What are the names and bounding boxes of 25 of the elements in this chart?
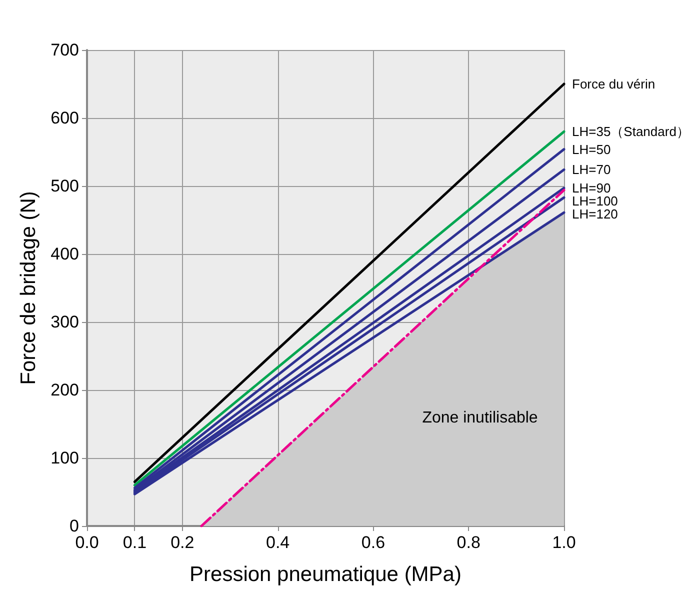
x-axis-title: Pression pneumatique (MPa) — [190, 563, 462, 586]
series-label: LH=100 — [572, 194, 618, 209]
x-tick-label: 0.6 — [361, 533, 386, 552]
x-tick-label: 0.2 — [170, 533, 194, 552]
y-tick-label: 700 — [50, 40, 79, 60]
y-tick-label: 600 — [50, 108, 79, 128]
series-label: LH=70 — [572, 162, 611, 178]
series-label: LH=90 — [572, 180, 611, 196]
x-tick-label: 1.0 — [552, 533, 576, 552]
series-label: LH=120 — [572, 206, 618, 222]
y-axis-title: Force de bridage (N) — [17, 191, 40, 385]
series-label: LH=50 — [572, 142, 611, 157]
y-tick-label: 300 — [50, 312, 79, 332]
series-label: LH=35（Standard） — [572, 124, 690, 140]
annotation: Zone inutilisable — [422, 410, 538, 426]
series-label: Force du vérin — [572, 76, 656, 92]
x-tick-label: 0.4 — [266, 533, 290, 552]
y-tick-label: 200 — [50, 380, 79, 400]
y-tick-label: 500 — [50, 176, 79, 196]
x-tick-label: 0.8 — [456, 533, 480, 552]
x-tick-label: 0.1 — [122, 533, 147, 552]
x-tick-label: 0.0 — [75, 533, 99, 552]
y-tick-label: 0 — [70, 516, 79, 536]
y-tick-label: 400 — [50, 244, 79, 264]
y-tick-label: 100 — [50, 448, 79, 468]
